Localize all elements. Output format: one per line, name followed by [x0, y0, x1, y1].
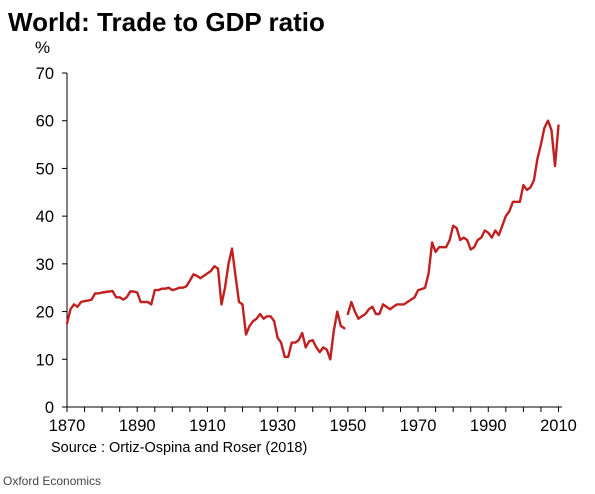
y-unit-label: % [35, 38, 50, 57]
series-trade-to-gdp [65, 119, 560, 361]
chart-title: World: Trade to GDP ratio [8, 7, 325, 37]
y-axis: 0 10 20 30 40 50 60 70 [36, 65, 68, 417]
y-tick-label: 40 [36, 208, 54, 226]
y-tick-label: 30 [36, 256, 54, 274]
series-line [346, 119, 560, 320]
y-tick-label: 20 [36, 304, 54, 322]
x-tick-label: 1990 [470, 417, 507, 435]
y-tick-label: 50 [36, 160, 54, 178]
source-note: Source : Ortiz-Ospina and Roser (2018) [51, 440, 307, 456]
x-tick-label: 1910 [189, 417, 226, 435]
x-tick-label: 1950 [329, 417, 366, 435]
y-tick-label: 60 [36, 113, 54, 131]
x-axis: 1870 1890 1910 1930 1950 1970 1990 2010 [49, 406, 577, 435]
x-tick-label: 1890 [119, 417, 156, 435]
x-tick-label: 1870 [49, 417, 86, 435]
x-tick-label: 2010 [540, 417, 577, 435]
x-tick-label: 1970 [400, 417, 437, 435]
y-tick-label: 70 [36, 65, 54, 83]
x-tick-label: 1930 [259, 417, 296, 435]
y-tick-label: 10 [36, 351, 54, 369]
series-line [65, 247, 346, 361]
credit-text: Oxford Economics [3, 474, 102, 488]
y-tick-label: 0 [45, 399, 54, 417]
